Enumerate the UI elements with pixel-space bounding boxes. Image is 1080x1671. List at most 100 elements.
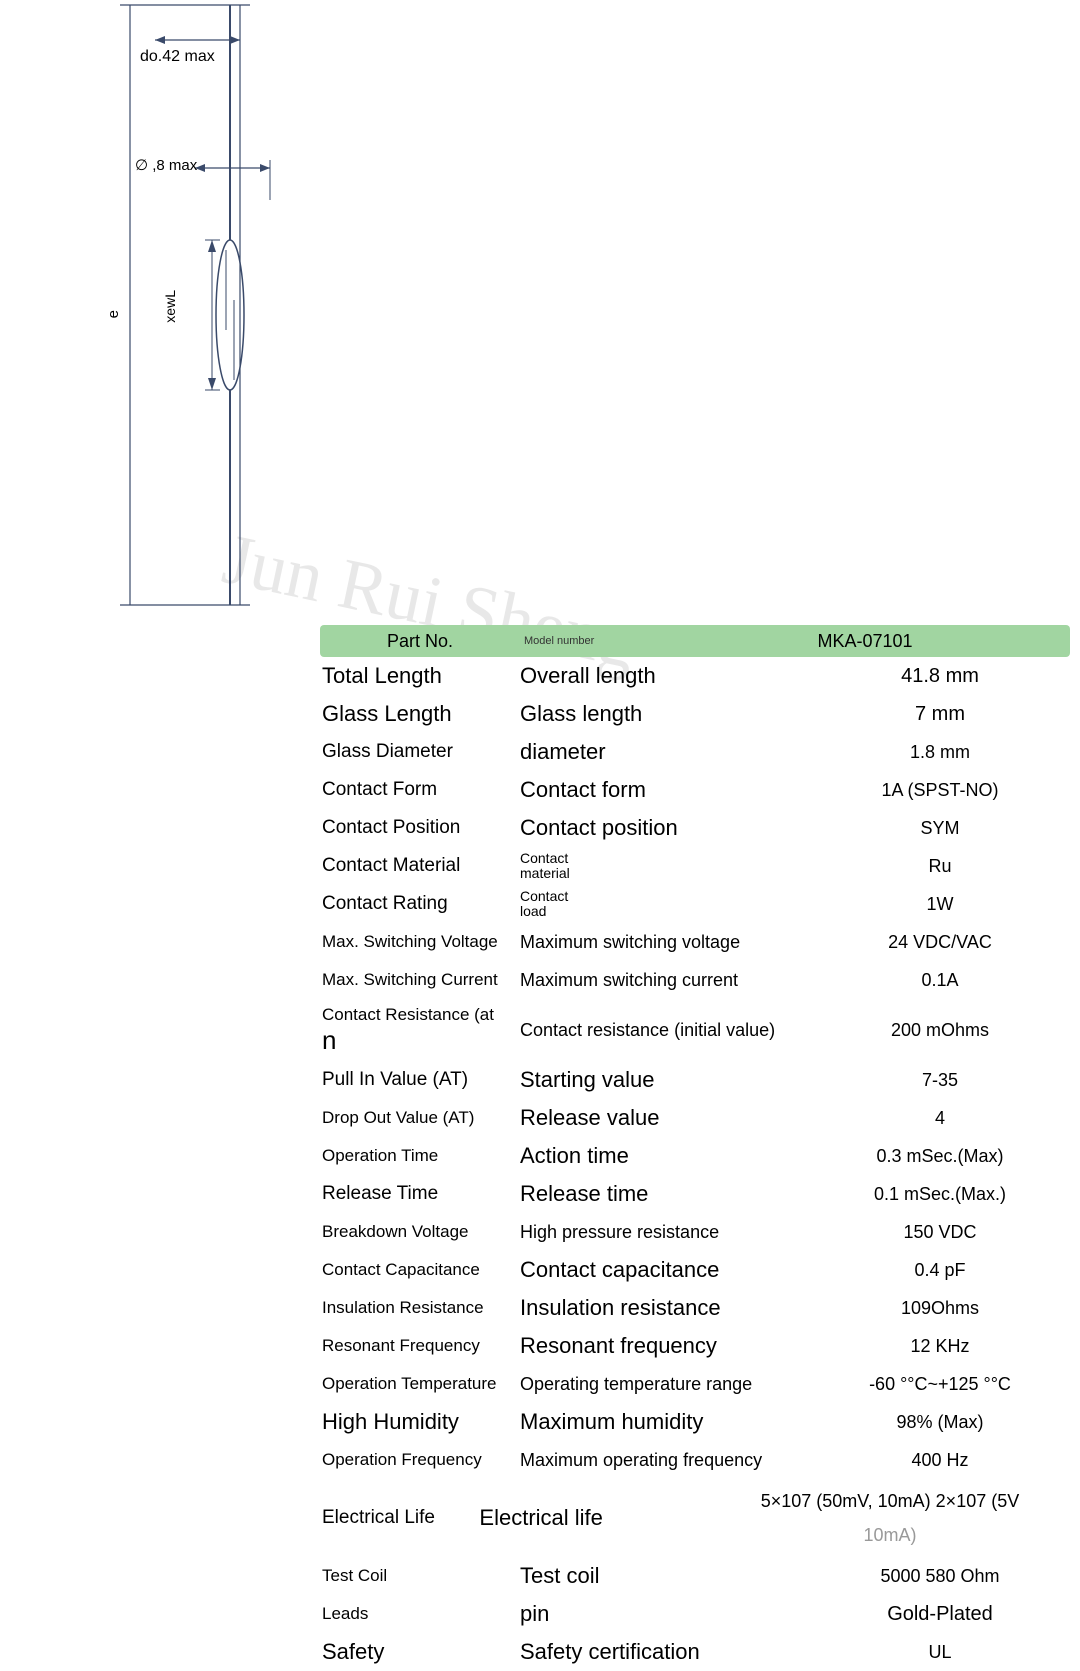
hdr-partno: Part No. [320,631,520,652]
spec-name-en: Operation Temperature [320,1374,520,1394]
spec-name-alt: Release time [520,1181,810,1207]
spec-name-en: Contact Rating [320,893,520,915]
spec-name-alt: Contact form [520,777,810,803]
table-row: Contact MaterialContactmaterialRu [320,847,1070,885]
table-row: Release TimeRelease time0.1 mSec.(Max.) [320,1175,1070,1213]
spec-value: 5000 580 Ohm [810,1566,1070,1587]
spec-name-alt: Safety certification [520,1639,810,1665]
spec-value: -60 °°C~+125 °°C [810,1374,1070,1395]
dim-label-lmax: xewL [162,290,178,323]
spec-name-en: Operation Frequency [320,1450,520,1470]
spec-name-alt: Contactload [520,889,810,920]
spec-name-alt: Glass length [520,701,810,727]
dim-label-e: e [105,310,122,318]
spec-name-en: Pull In Value (AT) [320,1069,520,1091]
spec-name-en: Contact Resistance (atn [320,1005,520,1056]
spec-name-alt: Overall length [520,663,810,689]
spec-value: 400 Hz [810,1450,1070,1471]
table-row: Contact PositionContact positionSYM [320,809,1070,847]
spec-value: 12 KHz [810,1336,1070,1357]
spec-name-en: High Humidity [320,1409,520,1435]
table-row: Drop Out Value (AT)Release value4 [320,1099,1070,1137]
table-row: Breakdown VoltageHigh pressure resistanc… [320,1213,1070,1251]
spec-name-en: Release Time [320,1183,520,1205]
table-row: Electrical LifeElectrical life5×107 (50m… [320,1479,1070,1557]
spec-value: 24 VDC/VAC [810,932,1070,953]
spec-name-en: Drop Out Value (AT) [320,1108,520,1128]
spec-value: 7 mm [810,703,1070,726]
spec-table: Part No. Model number MKA-07101 Total Le… [320,625,1070,1671]
table-row: Resonant FrequencyResonant frequency12 K… [320,1327,1070,1365]
spec-value: 150 VDC [810,1222,1070,1243]
spec-name-alt: Test coil [520,1563,810,1589]
table-row: Operation TimeAction time0.3 mSec.(Max) [320,1137,1070,1175]
table-row: Max. Switching CurrentMaximum switching … [320,961,1070,999]
spec-name-alt: Contact resistance (initial value) [520,1020,810,1041]
table-row: Contact RatingContactload1W [320,885,1070,923]
spec-value: 1A (SPST-NO) [810,780,1070,801]
spec-name-alt: Maximum switching voltage [520,932,810,953]
spec-name-alt: Contactmaterial [520,851,810,882]
table-row: Max. Switching VoltageMaximum switching … [320,923,1070,961]
spec-name-alt: pin [520,1601,810,1627]
spec-value: Gold-Plated [810,1603,1070,1626]
spec-name-en: Leads [320,1604,520,1624]
spec-value: 7-35 [810,1070,1070,1091]
table-row: Insulation ResistanceInsulation resistan… [320,1289,1070,1327]
spec-name-alt: Electrical life [479,1505,710,1531]
component-diagram: do.42 max ∅ ,8 max e xewL [100,0,300,620]
spec-value: 41.8 mm [810,665,1070,688]
spec-name-en: Contact Position [320,817,520,839]
spec-name-alt: High pressure resistance [520,1222,810,1243]
table-row: Test CoilTest coil5000 580 Ohm [320,1557,1070,1595]
spec-value: UL [810,1642,1070,1663]
dim-label-total: do.42 max [140,48,215,66]
spec-value: 0.3 mSec.(Max) [810,1146,1070,1167]
spec-name-alt: diameter [520,739,810,765]
hdr-model: Model number [520,636,660,647]
spec-value: 0.1A [810,970,1070,991]
spec-name-alt: Contact position [520,815,810,841]
spec-name-en: Contact Material [320,855,520,877]
table-row: Operation FrequencyMaximum operating fre… [320,1441,1070,1479]
spec-value: SYM [810,818,1070,839]
spec-name-alt: Action time [520,1143,810,1169]
table-row: SafetySafety certificationUL [320,1633,1070,1671]
table-row: LeadspinGold-Plated [320,1595,1070,1633]
table-header: Part No. Model number MKA-07101 [320,625,1070,657]
spec-name-en: Glass Diameter [320,741,520,763]
spec-name-alt: Operating temperature range [520,1374,810,1395]
spec-name-alt: Maximum humidity [520,1409,810,1435]
table-row: Contact Resistance (atnContact resistanc… [320,999,1070,1061]
spec-name-en: Contact Form [320,779,520,801]
spec-value: 1.8 mm [810,742,1070,763]
spec-name-alt: Contact capacitance [520,1257,810,1283]
table-row: Pull In Value (AT)Starting value7-35 [320,1061,1070,1099]
table-row: Total LengthOverall length41.8 mm [320,657,1070,695]
spec-value: 0.4 pF [810,1260,1070,1281]
table-row: Glass Diameterdiameter1.8 mm [320,733,1070,771]
spec-name-en: Resonant Frequency [320,1336,520,1356]
table-row: Contact CapacitanceContact capacitance0.… [320,1251,1070,1289]
spec-name-alt: Release value [520,1105,810,1131]
spec-name-en: Operation Time [320,1146,520,1166]
spec-name-en: Electrical Life [320,1507,479,1529]
table-row: Contact FormContact form1A (SPST-NO) [320,771,1070,809]
spec-value: 5×107 (50mV, 10mA) 2×107 (5V10mA) [710,1484,1070,1552]
spec-name-en: Glass Length [320,701,520,727]
spec-value: 98% (Max) [810,1412,1070,1433]
spec-name-en: Safety [320,1639,520,1665]
spec-value: 1W [810,894,1070,915]
spec-name-en: Insulation Resistance [320,1298,520,1318]
spec-name-en: Contact Capacitance [320,1260,520,1280]
spec-value: Ru [810,856,1070,877]
spec-name-en: Test Coil [320,1566,520,1586]
spec-value: 200 mOhms [810,1020,1070,1041]
spec-name-alt: Insulation resistance [520,1295,810,1321]
spec-name-en: Breakdown Voltage [320,1222,520,1242]
table-row: Glass LengthGlass length7 mm [320,695,1070,733]
hdr-value: MKA-07101 [660,631,1070,652]
spec-name-en: Max. Switching Voltage [320,932,520,952]
spec-name-en: Total Length [320,663,520,689]
spec-name-alt: Starting value [520,1067,810,1093]
